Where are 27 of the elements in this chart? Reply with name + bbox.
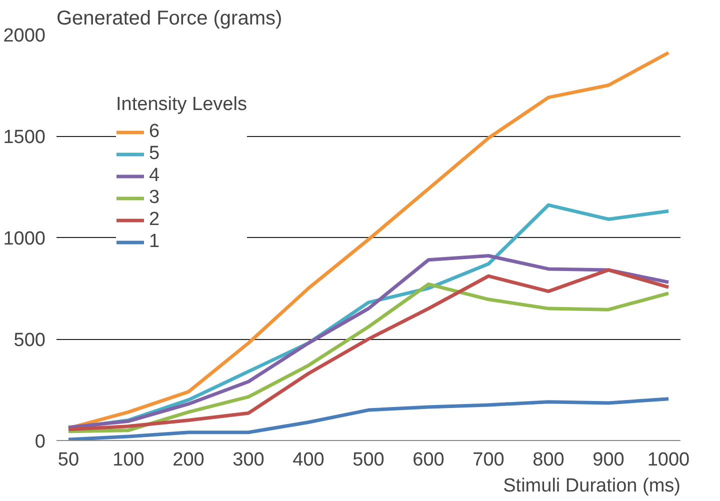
x-tick-label: 200 [172, 450, 204, 470]
legend-label: 6 [149, 121, 161, 143]
y-tick-label: 0 [34, 432, 46, 452]
x-tick-label: 600 [412, 450, 444, 470]
y-tick-label: 1500 [3, 127, 46, 148]
x-tick-label: 500 [352, 450, 384, 470]
line-series [66, 51, 670, 430]
x-tick-label: 100 [112, 450, 144, 470]
x-tick-label: 800 [532, 450, 564, 470]
x-tick-label: 300 [232, 450, 264, 470]
x-tick-label: 400 [292, 450, 324, 470]
legend-title: Intensity Levels [116, 94, 247, 116]
legend-label: 2 [149, 209, 161, 231]
legend-label: 4 [149, 165, 161, 187]
line-series [66, 397, 670, 440]
x-tick-label: 50 [58, 450, 80, 470]
x-tick-label: 900 [592, 450, 624, 470]
legend-label: 5 [149, 143, 161, 165]
y-tick-label: 2000 [3, 26, 46, 46]
legend-label: 1 [149, 231, 161, 253]
x-tick-label: 1000 [647, 450, 690, 470]
y-axis-title: Generated Force (grams) [56, 8, 282, 30]
x-axis-title: Stimuli Duration (ms) [503, 476, 681, 496]
y-tick-label: 500 [14, 330, 46, 351]
x-tick-label: 700 [472, 450, 504, 470]
legend-label: 3 [149, 187, 161, 209]
y-tick-label: 1000 [3, 228, 46, 250]
